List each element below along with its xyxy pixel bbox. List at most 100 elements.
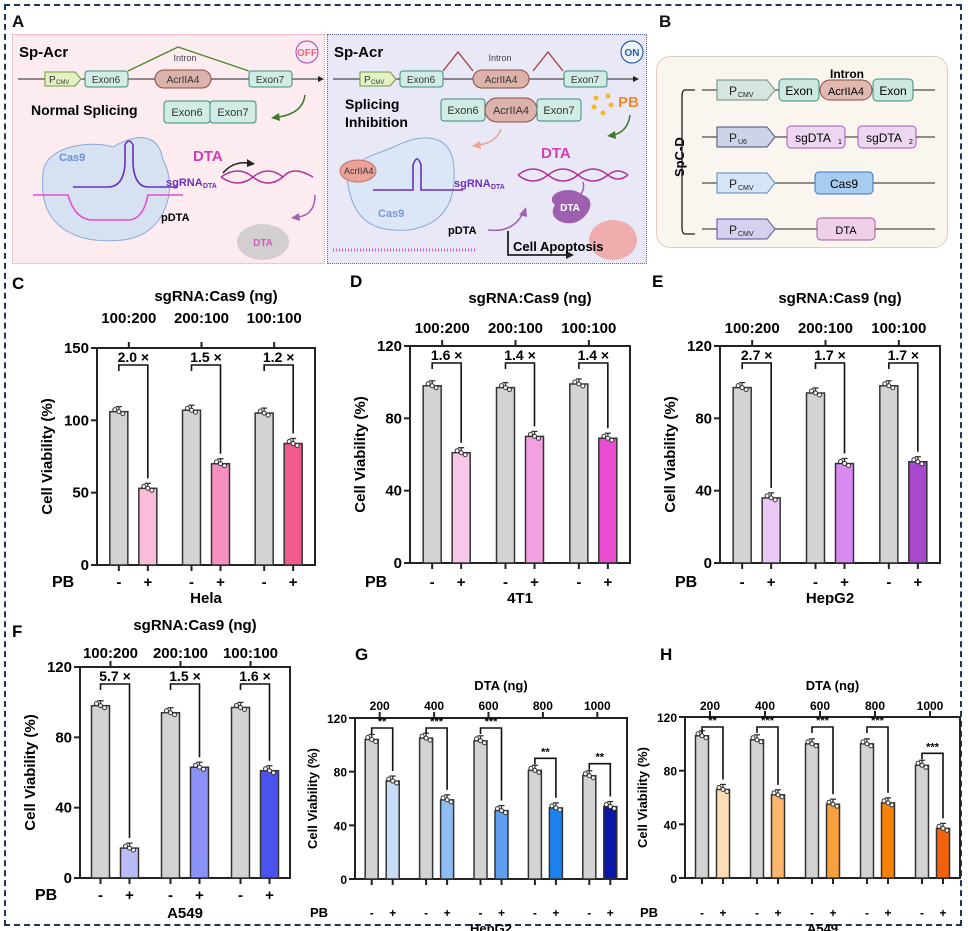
data-point: [764, 493, 770, 499]
data-point: [936, 823, 942, 829]
treatment-label: PB: [640, 905, 658, 920]
bar-pb-plus: [189, 766, 210, 879]
data-point: [735, 383, 741, 389]
data-point: [813, 743, 819, 749]
x-axis-label: 4T1: [507, 590, 533, 605]
bar-pb-minus: [181, 409, 202, 566]
data-point: [739, 385, 745, 391]
bar-pb-minus: [230, 706, 251, 879]
data-point: [758, 739, 764, 745]
svg-text:AcrIIA4: AcrIIA4: [344, 166, 374, 176]
data-point: [846, 463, 851, 469]
bar-pb-plus: [603, 805, 618, 880]
top-tick-label: 200:100: [488, 320, 543, 337]
significance-bracket: [425, 727, 448, 790]
data-point: [532, 433, 537, 439]
significance-label: 1.4 ×: [504, 347, 536, 363]
y-tick-label: 120: [687, 338, 712, 355]
top-tick-label: 400: [755, 699, 775, 713]
on-badge-text: ON: [625, 48, 640, 59]
significance-label: 1.6 ×: [431, 347, 463, 363]
data-point: [499, 383, 504, 389]
significance-bracket: [431, 362, 462, 443]
svg-text:sgRNA: sgRNA: [166, 177, 203, 189]
bar-pb-minus: [495, 386, 516, 564]
data-point: [185, 405, 190, 411]
x-axis-label: HepG2: [470, 921, 512, 931]
bar-pb-plus: [119, 847, 140, 879]
bar-pb-minus: [732, 386, 752, 564]
data-point: [495, 806, 500, 812]
data-point: [373, 738, 379, 744]
data-point: [813, 390, 818, 396]
svg-text:CMV: CMV: [371, 80, 384, 86]
data-point: [716, 784, 722, 790]
y-tick-label: 50: [72, 485, 89, 502]
treatment-level: -: [755, 906, 759, 920]
intron-splice-line: [127, 46, 250, 72]
y-axis-label: Cell Viability (%): [352, 396, 369, 512]
arrow-icon: [318, 76, 324, 82]
svg-text:Exon6: Exon6: [447, 105, 478, 117]
data-point: [834, 803, 840, 809]
treatment-level: -: [810, 906, 814, 920]
data-point: [201, 766, 206, 772]
treatment-level: -: [479, 906, 483, 920]
data-point: [503, 385, 508, 391]
treatment-level: +: [913, 574, 922, 591]
treatment-level: +: [530, 574, 539, 591]
svg-text:Intron: Intron: [830, 67, 864, 81]
chart-panel-h: H DTA (ng) 0 40 80 120 Cell Viability (%) PB 200…: [635, 645, 961, 931]
svg-text:Exon6: Exon6: [171, 107, 202, 119]
bar-pb-minus: [90, 704, 111, 879]
significance-bracket: [99, 683, 131, 839]
treatment-level: +: [607, 906, 614, 920]
treatment-label: PB: [52, 574, 74, 591]
data-point: [860, 739, 866, 745]
bar-pb-minus: [160, 711, 181, 879]
svg-text:Exon6: Exon6: [92, 75, 121, 86]
panel-b-constructs: SpC-D Intron P CMV Exon AcrIIA4 Exon P U…: [656, 56, 948, 248]
bar-pb-minus: [582, 774, 597, 880]
dta-label: DTA: [193, 148, 223, 165]
significance-label: 1.2 ×: [263, 349, 295, 365]
on-title: Sp-Acr: [334, 44, 383, 61]
data-point: [580, 383, 586, 389]
top-tick-label: 400: [424, 699, 444, 713]
data-point: [724, 788, 730, 794]
svg-text:DTA: DTA: [835, 225, 857, 237]
y-tick-label: 80: [334, 766, 348, 780]
promoter-icon: [359, 71, 397, 87]
top-axis-title: sgRNA:Cas9 (ng): [778, 290, 901, 307]
treatment-level: +: [389, 906, 396, 920]
promoter-icon: [716, 126, 776, 148]
data-point: [528, 765, 534, 771]
chart-panel-g: G DTA (ng) 0 40 80 120 Cell Viability (%) PB 200…: [305, 645, 628, 931]
svg-text:sgDTA: sgDTA: [795, 131, 831, 145]
y-axis-label: Cell Viability (%): [22, 714, 39, 830]
data-point: [528, 431, 533, 437]
svg-text:Cas9: Cas9: [830, 177, 858, 191]
data-point: [915, 760, 921, 766]
acr-box: [154, 69, 212, 89]
y-tick-label: 120: [47, 659, 72, 676]
data-point: [576, 381, 582, 387]
data-point: [805, 739, 811, 745]
y-tick-label: 40: [695, 483, 712, 500]
treatment-level: -: [576, 574, 581, 591]
svg-text:P: P: [729, 84, 737, 98]
y-tick-label: 40: [664, 818, 678, 832]
treatment-level: -: [740, 574, 745, 591]
data-point: [890, 385, 896, 391]
data-point: [549, 803, 555, 809]
normal-splicing-label: Normal Splicing: [31, 102, 138, 118]
bar-pb-minus: [914, 764, 930, 879]
top-tick-label: 200: [370, 699, 390, 713]
svg-text:AcrIIA4: AcrIIA4: [493, 105, 529, 117]
data-point: [390, 778, 396, 784]
svg-text:sgDTA: sgDTA: [866, 131, 902, 145]
bar-pb-plus: [598, 437, 618, 564]
treatment-label: PB: [365, 574, 387, 591]
data-point: [743, 387, 749, 393]
